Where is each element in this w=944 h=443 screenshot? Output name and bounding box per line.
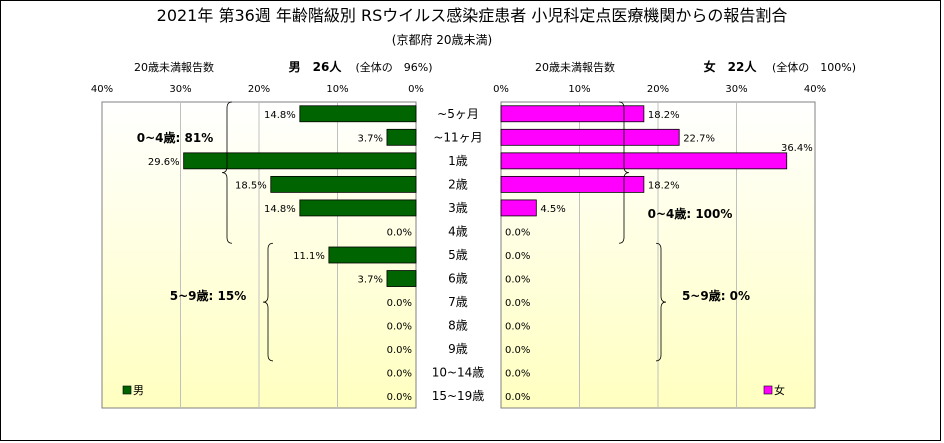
- x-tick-label-female: 10%: [568, 84, 590, 95]
- female-group-label-0-4: 0~4歳: 100%: [648, 206, 733, 221]
- data-label-male: 3.7%: [358, 275, 383, 286]
- bar-male: [299, 105, 417, 123]
- data-label-female: 0.0%: [505, 298, 530, 309]
- male-legend-swatch: [122, 385, 132, 395]
- x-tick-label-female: 0%: [493, 84, 509, 95]
- data-label-female: 22.7%: [683, 133, 715, 144]
- data-label-female: 0.0%: [505, 251, 530, 262]
- data-label-female: 0.0%: [505, 275, 530, 286]
- male-header-main: 男 26人: [289, 59, 343, 74]
- bar-male: [328, 246, 417, 264]
- female-legend-swatch: [763, 385, 773, 395]
- bar-female: [500, 128, 680, 146]
- female-header-note: (全体の 100%): [772, 60, 856, 74]
- category-label: 6歳: [448, 272, 468, 286]
- chart-subtitle: (京都府 20歳未満): [392, 32, 492, 47]
- category-label: ~5ヶ月: [437, 107, 479, 121]
- x-tick-label-female: 40%: [804, 84, 826, 95]
- data-label-male: 18.5%: [235, 180, 267, 191]
- female-header-label: 20歳未満報告数: [535, 61, 615, 74]
- category-label: 10~14歳: [432, 366, 485, 380]
- data-label-male: 0.0%: [387, 392, 412, 403]
- bar-male: [386, 128, 417, 146]
- bar-female: [500, 175, 645, 193]
- data-label-female: 36.4%: [781, 143, 813, 154]
- x-tick-label-male: 0%: [408, 84, 424, 95]
- data-label-male: 0.0%: [387, 227, 412, 238]
- bar-male: [270, 175, 417, 193]
- bracket: [262, 242, 274, 362]
- chart-title: 2021年 第36週 年齢階級別 RSウイルス感染症患者 小児科定点医療機関から…: [157, 6, 788, 25]
- data-label-female: 0.0%: [505, 369, 530, 380]
- data-label-male: 14.8%: [264, 204, 296, 215]
- bar-female: [500, 105, 645, 123]
- data-label-male: 3.7%: [358, 133, 383, 144]
- x-tick-label-male: 30%: [169, 84, 191, 95]
- data-label-female: 4.5%: [540, 204, 565, 215]
- x-tick-label-female: 20%: [647, 84, 669, 95]
- data-label-male: 14.8%: [264, 110, 296, 121]
- category-label: 3歳: [448, 201, 468, 215]
- category-label: 8歳: [448, 319, 468, 333]
- data-label-female: 18.2%: [648, 110, 680, 121]
- category-label: 2歳: [448, 177, 468, 191]
- category-label: 4歳: [448, 224, 468, 238]
- category-label: 15~19歳: [432, 389, 485, 403]
- data-label-female: 0.0%: [505, 322, 530, 333]
- bar-female: [500, 199, 537, 217]
- female-legend-label: 女: [774, 383, 785, 397]
- category-label: 5歳: [448, 248, 468, 262]
- x-tick-label-male: 10%: [326, 84, 348, 95]
- male-header-label: 20歳未満報告数: [134, 61, 214, 74]
- bar-male: [183, 152, 417, 170]
- category-label: 9歳: [448, 342, 468, 356]
- bracket: [655, 242, 667, 362]
- bar-female: [500, 152, 788, 170]
- bracket: [221, 101, 233, 244]
- x-tick-label-male: 40%: [91, 84, 113, 95]
- data-label-female: 18.2%: [648, 180, 680, 191]
- category-label: 1歳: [448, 154, 468, 168]
- data-label-female: 0.0%: [505, 392, 530, 403]
- bar-male: [299, 199, 417, 217]
- data-label-male: 29.6%: [148, 157, 180, 168]
- data-label-male: 0.0%: [387, 345, 412, 356]
- category-label: ~11ヶ月: [433, 130, 482, 144]
- data-label-male: 0.0%: [387, 298, 412, 309]
- data-label-male: 0.0%: [387, 322, 412, 333]
- x-tick-label-male: 20%: [248, 84, 270, 95]
- bar-male: [386, 270, 417, 287]
- male-group-label-5-9: 5~9歳: 15%: [170, 288, 246, 303]
- male-group-label-0-4: 0~4歳: 81%: [137, 130, 213, 145]
- data-label-male: 11.1%: [293, 251, 325, 262]
- bracket: [618, 101, 630, 244]
- data-label-female: 0.0%: [505, 227, 530, 238]
- female-header-main: 女 22人: [704, 59, 758, 74]
- male-header-note: (全体の 96%): [355, 60, 432, 74]
- male-legend-label: 男: [133, 384, 144, 397]
- data-label-male: 0.0%: [387, 369, 412, 380]
- data-label-female: 0.0%: [505, 345, 530, 356]
- female-group-label-5-9: 5~9歳: 0%: [682, 288, 750, 303]
- x-tick-label-female: 30%: [725, 84, 747, 95]
- category-label: 7歳: [448, 295, 468, 309]
